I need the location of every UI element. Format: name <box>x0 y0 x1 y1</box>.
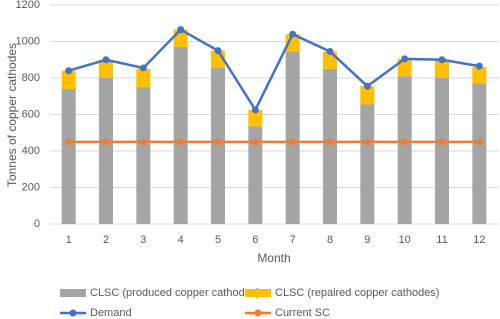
x-tick-label: 9 <box>364 234 370 246</box>
legend-item: CLSC (repaired copper cathodes) <box>245 287 439 299</box>
x-tick-label: 12 <box>473 234 485 246</box>
line-marker <box>326 138 334 146</box>
bar-segment <box>99 78 113 224</box>
x-tick-label: 1 <box>66 234 72 246</box>
line-marker <box>177 26 185 34</box>
bar-segment <box>136 87 151 224</box>
y-tick-label: 200 <box>22 181 40 193</box>
line-marker <box>139 64 147 72</box>
line-marker <box>475 138 483 146</box>
legend-swatch <box>60 289 86 297</box>
line-marker <box>289 30 297 38</box>
x-tick-label: 6 <box>252 234 258 246</box>
bar-segment <box>285 51 300 224</box>
bar-segment <box>435 60 449 78</box>
legend-swatch <box>245 289 271 297</box>
y-tick-label: 400 <box>22 145 40 157</box>
legend-label: CLSC (repaired copper cathodes) <box>275 287 439 299</box>
y-tick-label: 1200 <box>16 0 40 11</box>
x-axis-label: Month <box>257 251 290 265</box>
line-marker <box>177 138 185 146</box>
line-marker <box>139 138 147 146</box>
legend-item: Current SC <box>245 307 330 319</box>
y-tick-label: 600 <box>22 108 40 120</box>
x-tick-label: 7 <box>290 234 296 246</box>
bar-segment <box>472 83 487 224</box>
line-marker <box>289 138 297 146</box>
bar-segment <box>323 68 337 224</box>
line-marker <box>401 55 409 63</box>
legend-marker <box>69 309 77 317</box>
y-tick-label: 1000 <box>16 35 40 47</box>
bar-segment <box>360 104 375 224</box>
line-marker <box>65 67 73 75</box>
y-tick-label: 0 <box>34 218 40 230</box>
line-marker <box>102 56 110 64</box>
x-tick-label: 2 <box>103 234 109 246</box>
legend-item: Demand <box>60 307 132 319</box>
bar-segment <box>136 68 151 88</box>
line-marker <box>65 138 73 146</box>
line-marker <box>401 138 409 146</box>
y-tick-label: 800 <box>22 72 40 84</box>
line-marker <box>438 138 446 146</box>
bar-segment <box>360 86 375 105</box>
line <box>68 28 480 113</box>
bar-segment <box>397 58 412 77</box>
line-marker <box>251 138 259 146</box>
bar-segment <box>99 59 113 78</box>
legend-label: CLSC (produced copper cathodes) <box>90 287 260 299</box>
bar-segment <box>61 88 76 224</box>
line-marker <box>438 56 446 64</box>
line-marker <box>475 62 483 70</box>
x-tick-label: 8 <box>327 234 333 246</box>
line-marker <box>363 138 371 146</box>
bar-segment <box>173 46 188 224</box>
bar-segment <box>211 67 225 225</box>
bar-segment <box>472 67 487 84</box>
bar-segment <box>248 126 263 224</box>
legend-label: Current SC <box>275 307 330 319</box>
x-tick-label: 4 <box>178 234 184 246</box>
line-marker <box>251 106 259 114</box>
x-tick-label: 11 <box>436 234 447 246</box>
x-tick-label: 3 <box>140 234 146 246</box>
bar-segment <box>61 70 76 89</box>
x-tick-label: 5 <box>215 234 221 246</box>
legend-label: Demand <box>90 307 132 319</box>
legend-item: CLSC (produced copper cathodes) <box>60 287 260 299</box>
line-marker <box>214 47 222 55</box>
line-marker <box>326 48 334 56</box>
legend-marker <box>254 309 262 317</box>
y-axis-label: Tonnes of copper cathodes <box>5 43 19 187</box>
x-tick-label: 10 <box>399 234 411 246</box>
bar-segment <box>435 78 449 224</box>
line-marker <box>102 138 110 146</box>
bar-segment <box>397 76 412 224</box>
line-marker <box>363 82 371 90</box>
bar-segment <box>248 109 263 127</box>
line-marker <box>214 138 222 146</box>
